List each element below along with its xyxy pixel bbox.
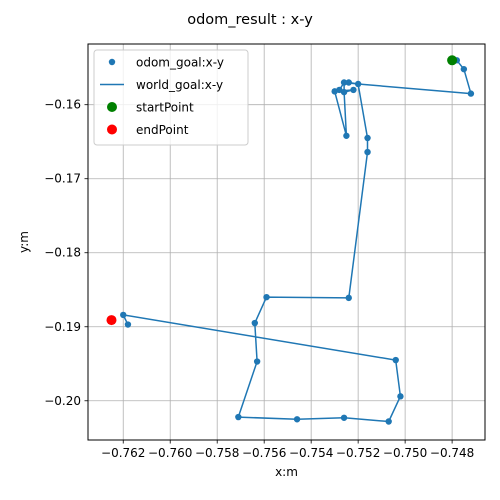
series-point-0 (345, 79, 352, 86)
legend-label-2: startPoint (136, 101, 194, 115)
chart-title: odom_result : x-y (187, 12, 313, 28)
series-point-0 (345, 294, 352, 302)
x-tick-label: −0.756 (242, 446, 286, 460)
series-point-0 (331, 88, 338, 95)
series-point-0 (392, 356, 399, 364)
series-point-0 (397, 393, 404, 400)
series-point-0 (251, 319, 258, 327)
series-point-0 (467, 90, 475, 97)
series-point-0 (340, 88, 348, 96)
series-point-0 (354, 80, 362, 88)
y-tick-label: −0.20 (44, 394, 81, 408)
series-point-0 (385, 418, 392, 425)
legend-label-0: odom_goal:x-y (136, 56, 224, 70)
series-point-0 (350, 86, 357, 94)
y-tick-label: −0.19 (44, 320, 81, 334)
legend-swatch-3 (107, 124, 117, 135)
y-tick-label: −0.17 (44, 172, 81, 186)
series-point-0 (293, 416, 301, 423)
series-point-0 (235, 413, 242, 421)
tick-layer: −0.762 −0.760 −0.758 −0.756 −0.754 −0.752 −0.7… (44, 98, 474, 460)
series-point-0 (460, 65, 468, 73)
legend-label-3: endPoint (136, 123, 189, 137)
series-point-2 (447, 55, 458, 66)
legend-box (93, 49, 249, 146)
x-tick-label: −0.752 (336, 446, 380, 460)
series-point-3 (106, 315, 117, 326)
x-tick-label: −0.758 (195, 446, 239, 460)
legend-items: odom_goal:x-y world_goal:x-y startPoint end… (100, 56, 224, 137)
marker-layer (106, 55, 475, 425)
y-tick-label: −0.16 (44, 98, 81, 112)
y-tick-label: −0.18 (44, 246, 81, 260)
x-tick-label: −0.750 (383, 446, 427, 460)
legend-label-1: world_goal:x-y (136, 78, 223, 92)
x-tick-label: −0.754 (289, 446, 333, 460)
series-point-0 (340, 79, 348, 86)
legend: odom_goal:x-y world_goal:x-y startPoint end… (93, 49, 249, 146)
x-axis-label: x:m (275, 465, 298, 479)
series-point-0 (364, 148, 371, 156)
series-point-0 (364, 134, 371, 142)
y-axis-label: y:m (17, 231, 31, 253)
series-point-0 (340, 414, 348, 421)
legend-swatch-2 (107, 102, 117, 112)
x-tick-label: −0.762 (101, 446, 145, 460)
series-point-0 (124, 321, 132, 328)
series-point-0 (120, 311, 127, 319)
series-point-0 (263, 293, 270, 301)
legend-swatch-0 (108, 58, 116, 66)
plot-frame (87, 43, 486, 441)
series-point-0 (343, 132, 350, 139)
x-tick-label: −0.748 (430, 446, 474, 460)
x-tick-label: −0.760 (148, 446, 192, 460)
series-point-0 (253, 358, 261, 365)
